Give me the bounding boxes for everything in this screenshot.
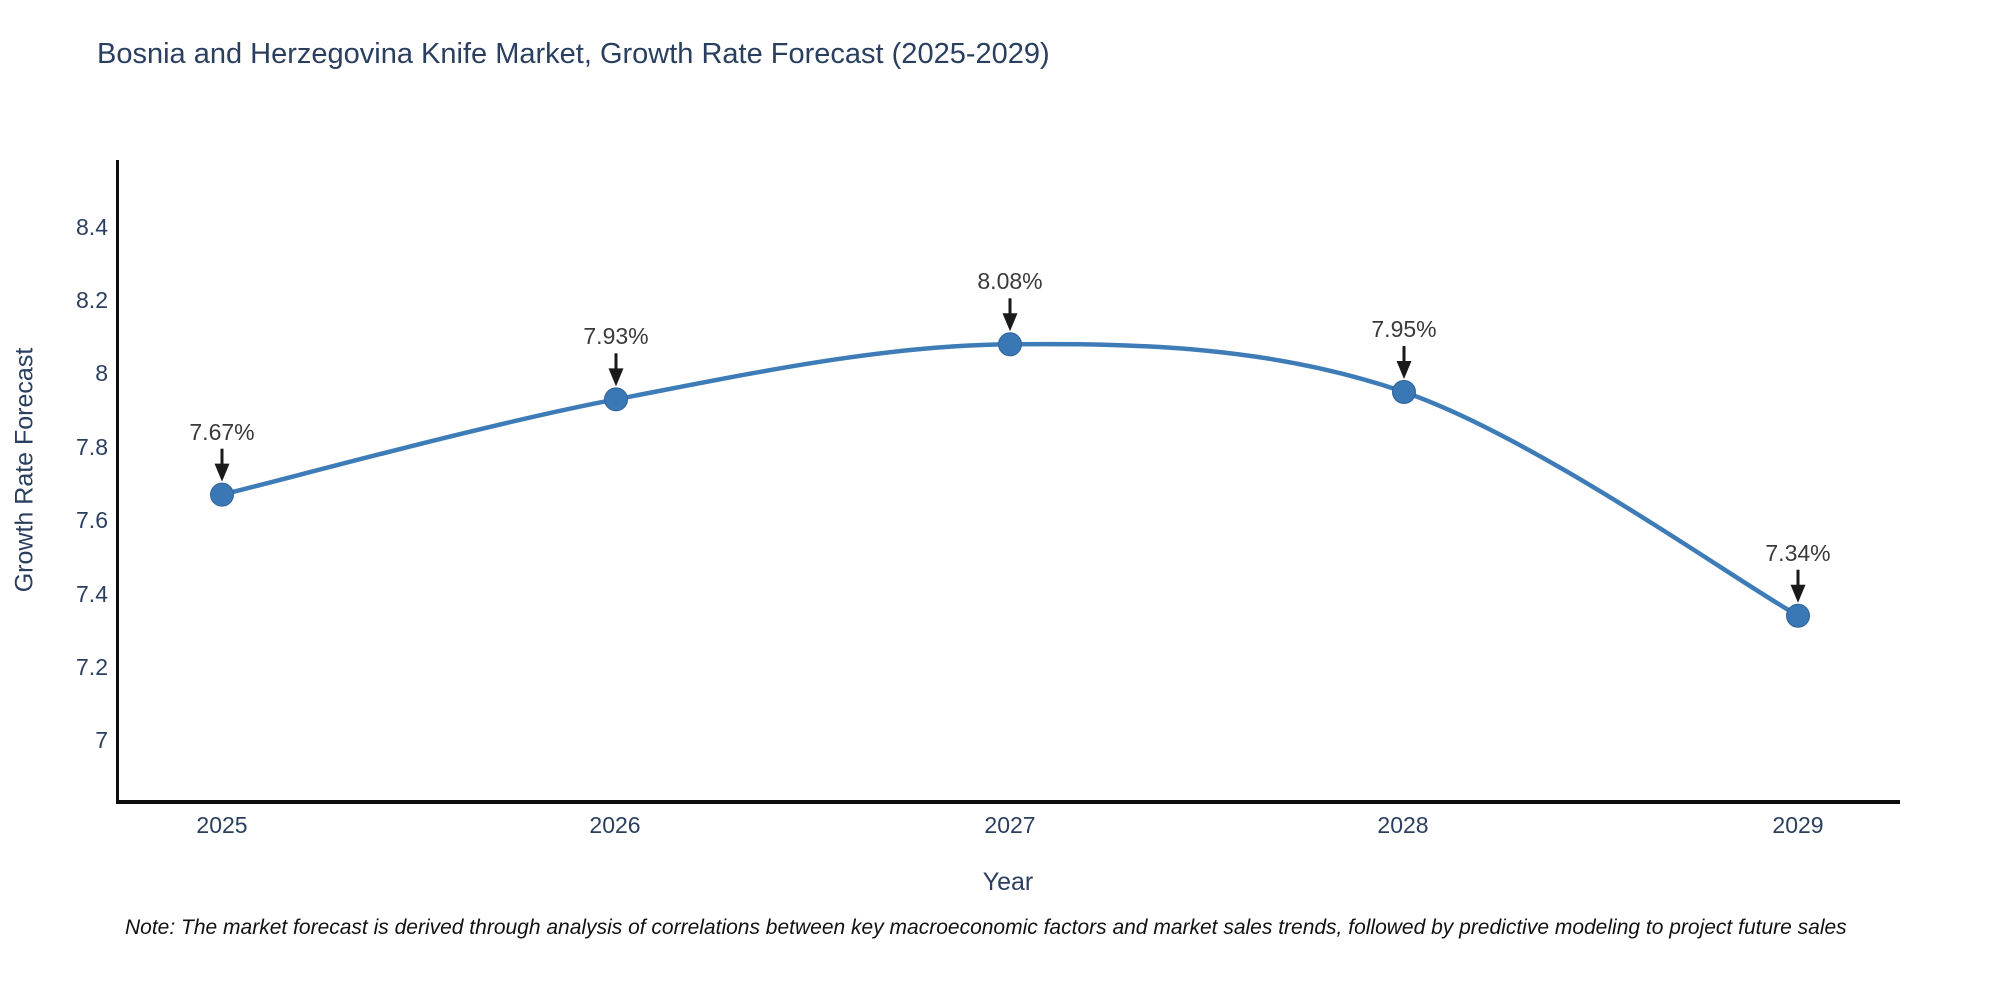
y-tick-label: 8.4 [76,214,108,240]
point-label: 7.95% [1371,315,1437,342]
y-axis-line [116,160,119,804]
y-tick-label: 7.2 [76,654,108,680]
annotation-arrowhead [1396,360,1412,379]
y-tick-label: 7.6 [76,507,108,533]
chart-title: Bosnia and Herzegovina Knife Market, Gro… [97,38,1050,70]
point-label: 7.34% [1765,539,1831,566]
data-point-marker [998,332,1022,357]
x-tick-label: 2029 [1772,812,1824,838]
y-tick-label: 8 [95,360,108,386]
y-tick-label: 7.4 [76,581,108,607]
x-tick-label: 2026 [589,812,641,838]
x-tick-label: 2028 [1377,812,1429,838]
x-axis-line [116,800,1900,804]
trend-line [219,341,1801,618]
y-tick-label: 8.2 [76,287,108,313]
x-tick-label: 2027 [984,812,1036,838]
y-tick-label: 7.8 [76,434,108,460]
footnote: Note: The market forecast is derived thr… [125,916,1847,939]
point-label: 7.93% [583,323,649,350]
x-tick-label: 2025 [196,812,248,838]
point-label: 7.67% [189,418,255,445]
data-point-marker [604,387,628,412]
data-point-marker [1786,603,1810,628]
annotation-arrowhead [1790,584,1806,603]
point-label: 8.08% [977,268,1043,295]
x-axis-title: Year [982,868,1034,896]
data-point-marker [210,482,234,507]
annotation-arrowhead [214,463,230,482]
annotation-arrowhead [608,368,624,387]
annotation-arrowhead [1002,313,1018,332]
data-point-marker [1392,379,1416,404]
y-tick-label: 7 [95,727,108,753]
